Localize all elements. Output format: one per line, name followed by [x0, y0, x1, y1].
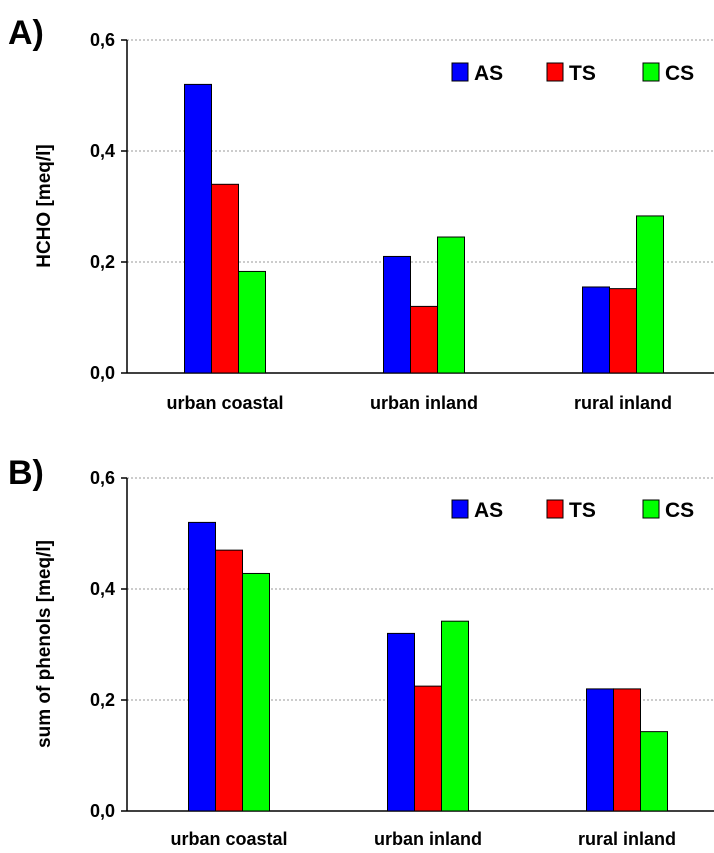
legend-swatch-as — [451, 499, 469, 519]
x-category-label: rural inland — [574, 393, 672, 413]
bar-ts — [410, 305, 438, 374]
chart-panel-b: B) sum of phenols [meq/l] 0,0 0,2 0,4 0,6 ur… — [8, 454, 714, 849]
panel-label: B) — [8, 454, 44, 492]
bar-ts — [414, 685, 442, 812]
legend-swatch-ts — [546, 62, 564, 82]
bar-cs — [238, 270, 266, 374]
x-category-label: urban coastal — [166, 393, 283, 413]
panel-label: A) — [8, 14, 44, 52]
legend-label: TS — [569, 62, 596, 85]
bar-ts — [215, 549, 243, 812]
y-axis-label: HCHO [meq/l] — [34, 144, 55, 268]
x-category-label: urban coastal — [170, 829, 287, 849]
bar-as — [586, 688, 614, 812]
y-tick-label: 0,6 — [90, 468, 115, 488]
bar-as — [387, 632, 415, 812]
legend-label: TS — [569, 499, 596, 522]
bar-as — [582, 286, 610, 374]
y-tick-label: 0,4 — [90, 141, 115, 161]
bar-cs — [640, 731, 668, 812]
x-category-label: rural inland — [578, 829, 676, 849]
y-tick-label: 0,4 — [90, 579, 115, 599]
bar-cs — [242, 572, 270, 812]
legend-swatch-as — [451, 62, 469, 82]
y-tick-label: 0,0 — [90, 363, 115, 383]
y-axis-label: sum of phenols [meq/l] — [34, 540, 55, 748]
legend-label: AS — [474, 499, 503, 522]
y-tick-label: 0,6 — [90, 30, 115, 50]
legend-label: CS — [665, 62, 694, 85]
bar-cs — [636, 215, 664, 374]
legend-swatch-cs — [642, 499, 660, 519]
x-category-label: urban inland — [370, 393, 478, 413]
y-tick-label: 0,2 — [90, 252, 115, 272]
bar-as — [188, 521, 216, 812]
legend-swatch-ts — [546, 499, 564, 519]
y-tick-label: 0,2 — [90, 690, 115, 710]
y-tick-label: 0,0 — [90, 801, 115, 821]
x-category-label: urban inland — [374, 829, 482, 849]
bar-as — [383, 255, 411, 374]
bar-ts — [613, 688, 641, 812]
bar-ts — [211, 183, 239, 374]
bar-ts — [609, 288, 637, 374]
legend-swatch-cs — [642, 62, 660, 82]
legend-label: AS — [474, 62, 503, 85]
legend-label: CS — [665, 499, 694, 522]
bar-as — [184, 83, 212, 374]
bar-cs — [441, 620, 469, 812]
chart-panel-a: A) HCHO [meq/l] 0,0 0,2 0,4 0,6 urban coasta… — [8, 14, 714, 413]
bar-cs — [437, 236, 465, 374]
